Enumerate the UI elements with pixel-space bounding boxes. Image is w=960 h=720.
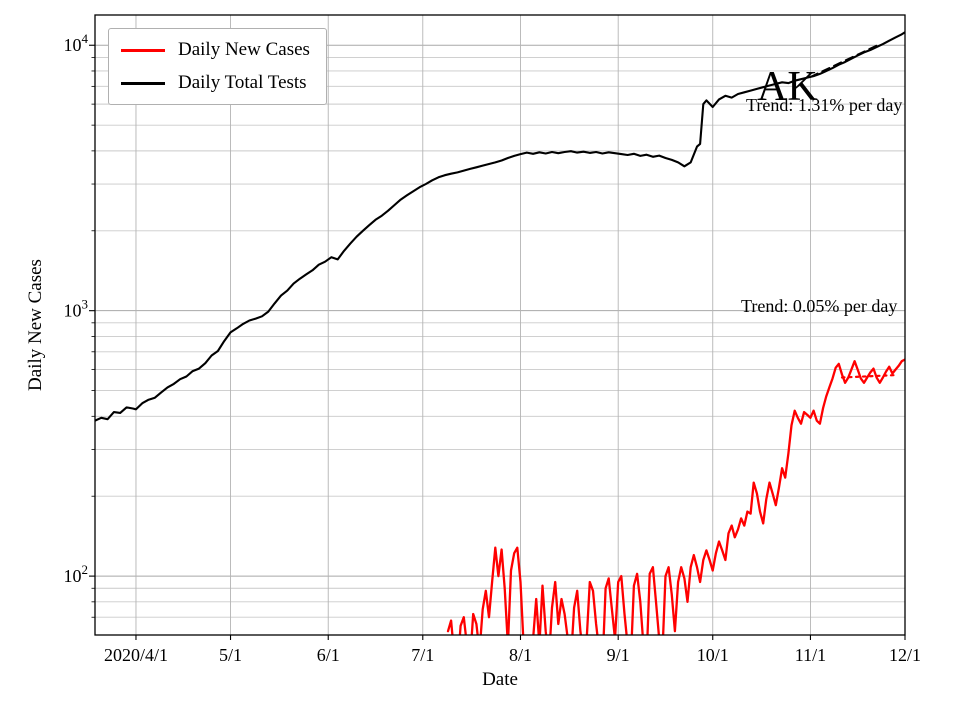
axes-frame [94, 14, 906, 636]
series-daily-total-tests [95, 31, 905, 422]
x-tick-label: 11/1 [795, 645, 826, 665]
grid [95, 15, 906, 635]
legend-item-daily-new-cases: Daily New Cases [121, 38, 310, 62]
series-tests-trend-fit [809, 43, 881, 78]
y-tick-label: 104 [64, 31, 89, 55]
legend-label: Daily New Cases [178, 39, 310, 60]
x-axis-label: Date [482, 669, 518, 690]
x-tick-label: 9/1 [607, 645, 630, 665]
y-tick-label: 103 [64, 297, 89, 321]
series-cases-trend-fit [840, 374, 897, 379]
series-group [95, 31, 905, 635]
x-tick-label: 12/1 [889, 645, 921, 665]
x-tick-label: 10/1 [697, 645, 729, 665]
x-tick-label: 5/1 [219, 645, 242, 665]
x-tick-label: 7/1 [411, 645, 434, 665]
tests-trend-annotation: Trend: 1.31% per day [746, 95, 903, 115]
legend-line-sample-black [121, 81, 165, 85]
legend-item-daily-total-tests: Daily Total Tests [121, 71, 310, 95]
x-tick-label: 2020/4/1 [104, 645, 168, 665]
x-tick-label: 6/1 [317, 645, 340, 665]
legend: Daily New Cases Daily Total Tests [108, 28, 327, 105]
chart-title: AK [757, 64, 818, 110]
series-daily-new-cases [446, 358, 905, 635]
cases-trend-annotation: Trend: 0.05% per day [741, 296, 898, 316]
x-tick-label: 8/1 [509, 645, 532, 665]
legend-line-sample-red [121, 48, 165, 52]
y-tick-label: 102 [64, 562, 89, 586]
y-axis-label: Daily New Cases [25, 259, 46, 391]
tick-labels: 2020/4/1 5/1 6/1 7/1 8/1 9/1 10/1 11/1 12/1 102 10… [64, 31, 922, 665]
legend-label: Daily Total Tests [178, 72, 307, 93]
